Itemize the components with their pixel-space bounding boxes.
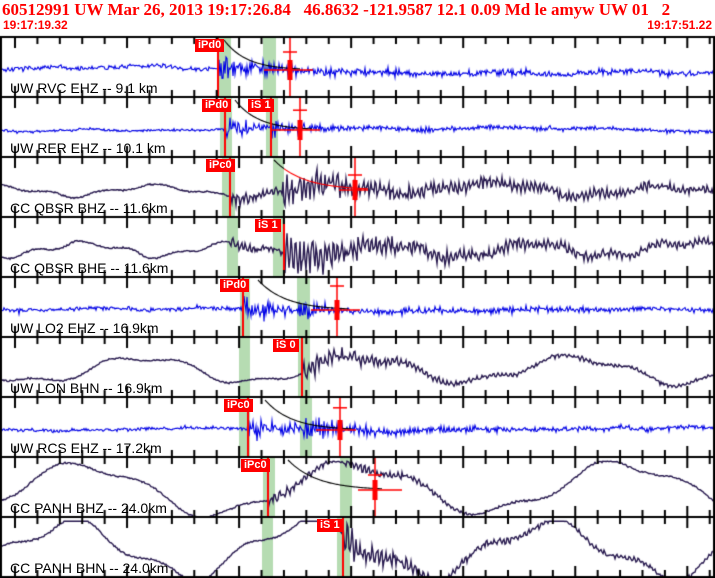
pick-flag[interactable]: iS 1 xyxy=(255,219,281,232)
station-label: CC PANH BHZ -- 24.0km xyxy=(10,500,167,516)
time-window: 19:17:19.32 19:17:51.22 xyxy=(0,19,715,32)
window-start-time: 19:17:19.32 xyxy=(3,18,68,32)
station-label: UW LON BHN -- 16.9km xyxy=(10,380,163,396)
window-end-time: 19:17:51.22 xyxy=(647,18,712,32)
station-label: UW RER EHZ -- 10.1 km xyxy=(10,140,166,156)
pick-flag[interactable]: iPd0 xyxy=(195,39,225,52)
pick-flag[interactable]: iPc0 xyxy=(224,399,253,412)
pick-flag[interactable]: iPc0 xyxy=(206,159,235,172)
trace-panel[interactable]: CC QBSR BHZ -- 11.6km iPc0 xyxy=(0,157,715,217)
station-label: UW RCS EHZ -- 17.2km xyxy=(10,440,162,456)
trace-panel[interactable]: UW RCS EHZ -- 17.2km iPc0 xyxy=(0,397,715,457)
trace-panel[interactable]: CC QBSR BHE -- 11.6km iS 1 xyxy=(0,217,715,277)
trace-panel[interactable]: UW RVC EHZ -- 9.1 km iPd0 xyxy=(0,37,715,97)
station-label: UW RVC EHZ -- 9.1 km xyxy=(10,80,158,96)
pick-flag[interactable]: iPd0 xyxy=(220,279,250,292)
pick-flag[interactable]: iS 0 xyxy=(273,339,299,352)
event-summary: 60512991 UW Mar 26, 2013 19:17:26.84 46.… xyxy=(2,0,671,19)
trace-panel[interactable]: CC PANH BHN -- 24.0km iS 1 xyxy=(0,517,715,577)
pick-flag[interactable]: iPc0 xyxy=(241,459,270,472)
trace-panel[interactable]: CC PANH BHZ -- 24.0km iPc0 xyxy=(0,457,715,517)
station-label: UW LO2 EHZ -- 16.9km xyxy=(10,320,159,336)
trace-panel[interactable]: UW LON BHN -- 16.9km iS 0 xyxy=(0,337,715,397)
station-label: CC PANH BHN -- 24.0km xyxy=(10,560,169,576)
pick-flag[interactable]: iS 1 xyxy=(248,99,274,112)
pick-flag[interactable]: iS 1 xyxy=(317,519,343,532)
trace-panel[interactable]: UW RER EHZ -- 10.1 km iPd0 iS 1 xyxy=(0,97,715,157)
event-header: 60512991 UW Mar 26, 2013 19:17:26.84 46.… xyxy=(0,0,715,32)
trace-panel[interactable]: UW LO2 EHZ -- 16.9km iPd0 xyxy=(0,277,715,337)
station-label: CC QBSR BHZ -- 11.6km xyxy=(10,200,168,216)
station-label: CC QBSR BHE -- 11.6km xyxy=(10,260,169,276)
pick-flag[interactable]: iPd0 xyxy=(202,99,232,112)
